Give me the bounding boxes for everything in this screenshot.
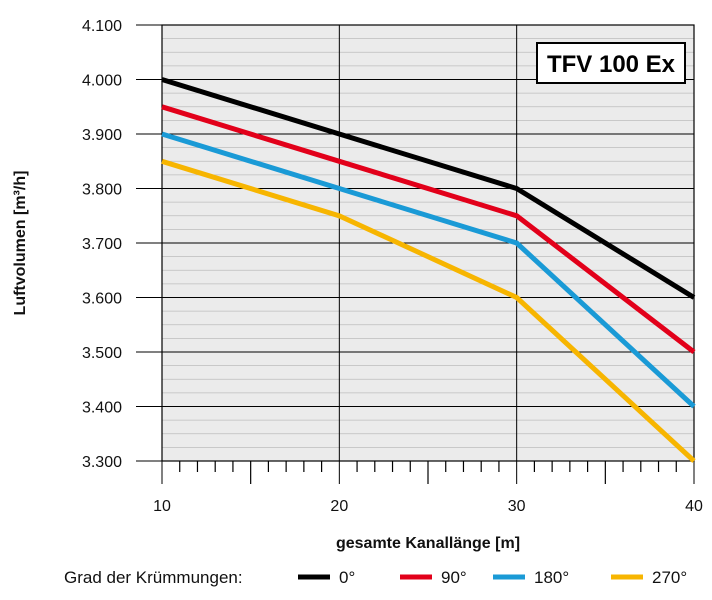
series-line-270deg — [161, 158, 696, 463]
series-lines — [161, 77, 696, 463]
y-tick-label: 3.700 — [82, 236, 122, 253]
x-tick-label: 40 — [685, 498, 703, 515]
x-tick-label: 20 — [330, 498, 348, 515]
plot-frame — [161, 24, 695, 462]
legend-label: 270° — [652, 568, 687, 587]
grid — [136, 24, 695, 484]
series-line-90deg — [161, 104, 696, 354]
y-tick-label: 3.500 — [82, 345, 122, 362]
x-tick-label: 10 — [153, 498, 171, 515]
legend-title: Grad der Krümmungen: — [64, 568, 243, 587]
legend-label: 180° — [534, 568, 569, 587]
x-axis-title: gesamte Kanallänge [m] — [336, 535, 520, 552]
y-tick-label: 4.100 — [82, 18, 122, 35]
y-tick-label: 4.000 — [82, 73, 122, 90]
chart-title-box — [536, 42, 686, 84]
legend-label: 90° — [441, 568, 467, 587]
chart-title-badge: TFV 100 Ex — [536, 42, 686, 84]
legend-label: 0° — [339, 568, 355, 587]
series-line-180deg — [161, 131, 696, 409]
y-tick-labels: 3.300 3.400 3.500 3.600 3.700 3.800 3.900 4.000… — [82, 18, 122, 471]
y-tick-label: 3.400 — [82, 400, 122, 417]
x-tick-label: 30 — [508, 498, 526, 515]
y-tick-label: 3.300 — [82, 454, 122, 471]
series-line-0deg — [161, 77, 696, 300]
chart-title: TFV 100 Ex — [547, 51, 676, 78]
y-axis-title: Luftvolumen [m³/h] — [12, 171, 29, 316]
x-tick-labels: 10 20 30 40 — [153, 498, 703, 515]
legend: Grad der Krümmungen: 0° 90° 180° 270° — [64, 568, 687, 587]
y-tick-label: 3.800 — [82, 182, 122, 199]
y-tick-label: 3.600 — [82, 291, 122, 308]
y-tick-label: 3.900 — [82, 127, 122, 144]
